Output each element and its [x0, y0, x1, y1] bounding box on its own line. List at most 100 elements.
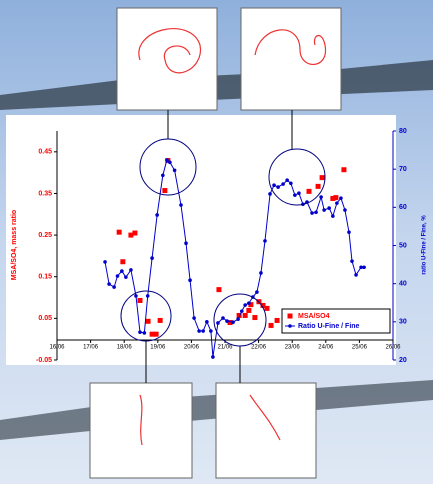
y2-axis-label: ratio U-Fine / Fine, %	[422, 215, 428, 275]
marker	[216, 321, 220, 325]
marker	[116, 274, 120, 278]
y2-tick-label: 30	[399, 319, 407, 326]
legend-label: MSA/SO4	[298, 313, 330, 320]
marker	[275, 318, 280, 323]
marker	[293, 193, 297, 197]
marker	[316, 184, 321, 189]
y2-tick-label: 60	[399, 204, 407, 211]
y2-tick-label: 40	[399, 281, 407, 288]
marker	[350, 259, 354, 263]
marker	[154, 332, 159, 337]
marker	[129, 268, 133, 272]
x-tick-label: 23/06	[285, 345, 301, 351]
marker	[269, 323, 274, 328]
marker	[320, 175, 325, 180]
marker	[221, 316, 225, 320]
marker	[362, 265, 366, 269]
x-tick-label: 22/06	[251, 345, 267, 351]
marker	[120, 259, 125, 264]
x-tick-label: 21/06	[217, 345, 233, 351]
marker	[192, 316, 196, 320]
marker	[225, 319, 229, 323]
marker	[134, 294, 138, 298]
inset-map	[216, 383, 316, 478]
marker	[268, 192, 272, 196]
marker	[209, 329, 213, 333]
marker	[341, 167, 346, 172]
marker	[216, 287, 221, 292]
marker	[335, 201, 339, 205]
legend-label: Ratio U-Fine / Fine	[298, 323, 360, 330]
marker	[297, 191, 301, 195]
marker	[310, 211, 314, 215]
marker	[331, 214, 335, 218]
marker	[236, 317, 240, 321]
x-tick-label: 16/06	[49, 345, 65, 351]
marker	[146, 319, 151, 324]
marker	[354, 273, 358, 277]
marker	[327, 206, 331, 210]
inset-map	[117, 8, 217, 110]
marker	[168, 160, 172, 164]
marker	[120, 269, 124, 273]
marker	[201, 329, 205, 333]
marker	[161, 173, 165, 177]
y-tick-label: 0.35	[38, 190, 52, 197]
x-tick-label: 24/06	[318, 345, 334, 351]
y-tick-label: 0.05	[38, 315, 52, 322]
y2-tick-label: 50	[399, 242, 407, 249]
y-tick-label: 0.15	[38, 274, 52, 281]
marker	[314, 210, 318, 214]
marker	[112, 285, 116, 289]
marker	[211, 355, 215, 359]
marker	[197, 329, 201, 333]
marker	[138, 330, 142, 334]
marker	[150, 256, 154, 260]
marker	[231, 320, 235, 324]
marker	[205, 320, 209, 324]
marker	[265, 306, 270, 311]
marker	[343, 208, 347, 212]
marker	[243, 303, 247, 307]
y2-tick-label: 80	[399, 128, 407, 135]
marker	[333, 195, 338, 200]
marker	[247, 301, 251, 305]
inset-map	[241, 8, 341, 110]
marker	[240, 309, 244, 313]
marker	[184, 241, 188, 245]
marker	[289, 181, 293, 185]
marker	[107, 282, 111, 286]
x-tick-label: 20/06	[184, 345, 200, 351]
marker	[322, 208, 326, 212]
marker	[276, 185, 280, 189]
legend-marker	[288, 324, 292, 328]
marker	[272, 183, 276, 187]
x-tick-label: 25/06	[352, 345, 368, 351]
y-tick-label: 0.25	[38, 232, 52, 239]
marker	[103, 260, 107, 264]
y2-tick-label: 70	[399, 166, 407, 173]
marker	[146, 294, 150, 298]
marker	[158, 318, 163, 323]
legend-marker	[288, 314, 293, 319]
marker	[117, 230, 122, 235]
marker	[188, 278, 192, 282]
marker	[165, 158, 169, 162]
x-tick-label: 19/06	[150, 345, 166, 351]
y2-tick-label: 20	[399, 357, 407, 364]
marker	[132, 231, 137, 236]
marker	[281, 182, 285, 186]
marker	[339, 196, 343, 200]
marker	[259, 271, 263, 275]
marker	[173, 169, 177, 173]
marker	[162, 188, 167, 193]
marker	[143, 331, 147, 335]
marker	[179, 203, 183, 207]
y-tick-label: 0.45	[38, 149, 52, 156]
screenshot: MSA/SO4, mass ratio ratio U-Fine / Fine,…	[0, 0, 433, 484]
marker	[255, 290, 259, 294]
marker	[246, 308, 251, 313]
x-tick-label: 26/06	[385, 345, 401, 351]
x-tick-label: 17/06	[83, 345, 99, 351]
marker	[347, 230, 351, 234]
